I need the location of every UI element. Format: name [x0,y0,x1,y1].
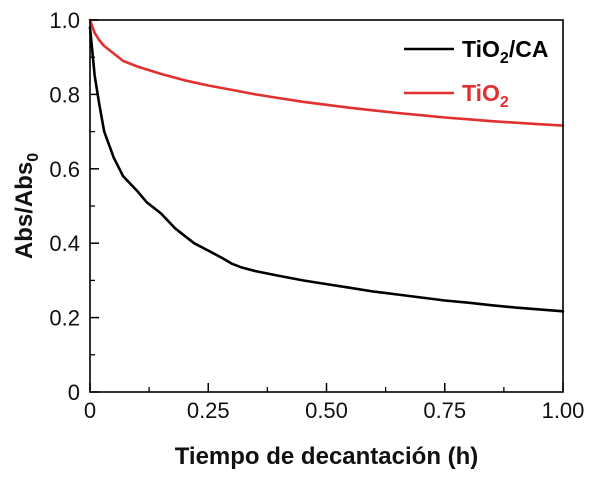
y-axis-title-main: Abs/Abs [11,162,38,259]
legend: TiO2/CA TiO2 [404,36,548,111]
ticks-layer [89,19,564,393]
plot-frame [89,19,564,393]
y-tick-label: 0.2 [49,306,80,331]
y-axis-title-subscript: 0 [25,153,42,162]
y-axis-title: Abs/Abs0 [11,153,42,259]
legend-label-tio2-ca-main: TiO [462,36,500,62]
series-layer [88,18,565,313]
legend-label-tio2-ca: TiO2/CA [462,36,548,67]
y-tick-label: 0.4 [49,231,80,256]
legend-label-tio2-ca-suffix: /CA [509,36,549,62]
legend-label-tio2-ca-subscript: 2 [500,50,509,67]
legend-label-tio2-subscript: 2 [500,94,509,111]
y-tick-label: 0.8 [49,82,80,107]
legend-label-tio2-main: TiO [462,80,500,106]
x-axis-title: Tiempo de decantación (h) [175,443,479,470]
y-tick-label: 0.6 [49,157,80,182]
x-tick-label: 0.50 [305,398,348,423]
series-line-tio2 [88,18,565,127]
tick-labels-layer: 0 0.25 0.50 0.75 1.00 0 0.2 0.4 0.6 0.8 1.0 [49,8,584,423]
x-tick-label: 0.25 [187,398,230,423]
series-line-tio2-ca [88,26,565,313]
y-tick-label: 1.0 [49,8,80,33]
x-tick-label: 1.00 [542,398,585,423]
legend-label-tio2: TiO2 [462,80,509,111]
y-tick-label: 0 [68,380,80,405]
x-tick-label: 0.75 [423,398,466,423]
x-tick-label: 0 [84,398,96,423]
